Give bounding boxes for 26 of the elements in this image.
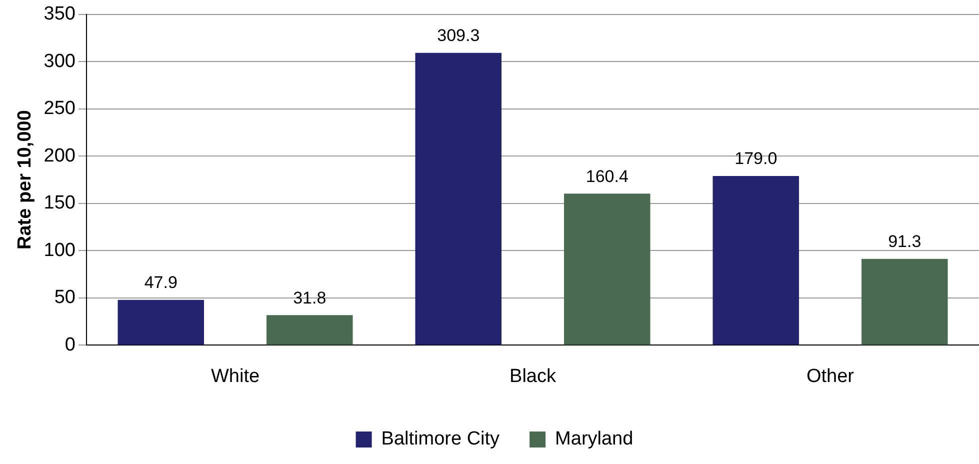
bar xyxy=(861,258,948,345)
y-tick-label: 350 xyxy=(44,4,76,25)
x-tick-label: White xyxy=(210,366,260,387)
legend-label: Maryland xyxy=(555,428,634,450)
bar xyxy=(564,194,650,345)
data-label: 160.4 xyxy=(586,166,628,186)
data-label: 179.0 xyxy=(734,149,778,168)
x-tick-label: Other xyxy=(806,366,855,387)
data-label: 47.9 xyxy=(144,273,178,292)
bar xyxy=(118,300,204,345)
y-tick-label: 300 xyxy=(44,50,76,72)
y-tick-label: 0 xyxy=(64,334,76,356)
data-label: 91.3 xyxy=(888,232,922,252)
legend-label: Baltimore City xyxy=(381,428,500,450)
x-tick-label: Black xyxy=(510,366,556,387)
y-tick-label: 150 xyxy=(44,192,76,214)
y-tick-label: 250 xyxy=(44,98,76,120)
y-tick-label: 200 xyxy=(44,145,76,166)
y-axis-title: Rate per 10,000 xyxy=(14,110,36,250)
y-tick-label: 50 xyxy=(54,287,76,308)
bar xyxy=(266,315,353,345)
data-label: 309.3 xyxy=(437,26,480,46)
data-label: 31.8 xyxy=(293,288,326,308)
y-tick-label: 100 xyxy=(44,240,76,261)
bar xyxy=(415,52,502,345)
bar xyxy=(712,176,800,345)
